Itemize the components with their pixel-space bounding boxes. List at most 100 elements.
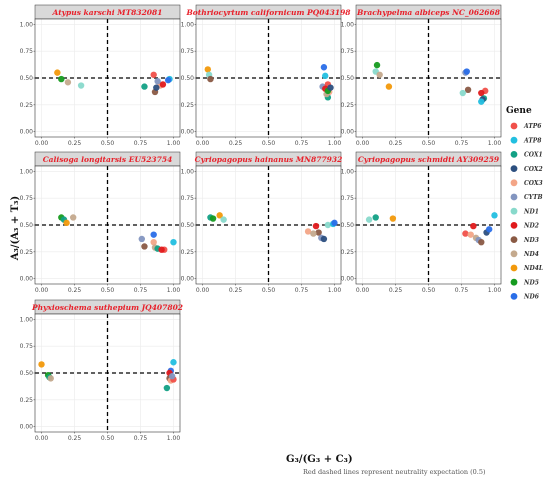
- data-point: [216, 212, 223, 219]
- data-point: [320, 64, 328, 71]
- x-tick-label: 1.00: [328, 140, 342, 147]
- x-tick-label: 0.00: [196, 140, 210, 147]
- y-tick-label: 0.00: [181, 129, 195, 136]
- y-tick-label: 0.00: [341, 276, 355, 283]
- y-tick-label: 1.00: [20, 316, 34, 323]
- data-point: [459, 89, 467, 97]
- data-point: [373, 61, 381, 69]
- x-tick-label: 0.50: [101, 435, 115, 442]
- legend-label: ND3: [523, 237, 539, 244]
- legend-label: COX1: [524, 152, 543, 159]
- x-tick-label: 0.75: [134, 140, 148, 147]
- legend-label: COX3: [524, 180, 543, 187]
- data-point: [168, 373, 176, 380]
- legend-key: [510, 207, 518, 215]
- legend-key: [510, 293, 518, 300]
- legend-label: CYTB: [524, 194, 543, 201]
- legend-label: ATP6: [523, 123, 542, 130]
- x-tick-label: 0.00: [356, 140, 370, 147]
- y-tick-label: 0.00: [341, 129, 355, 136]
- legend-label: COX2: [524, 166, 543, 173]
- x-tick-label: 0.25: [229, 287, 243, 294]
- data-point: [327, 84, 334, 91]
- panel: Atypus karschi MT832081 0.00 0.25 0.50 0.75 1…: [20, 4, 180, 147]
- panel-title: Bothriocyrtum californicum PQ043198: [185, 8, 351, 17]
- data-point: [150, 238, 157, 246]
- y-tick-label: 0.00: [20, 424, 34, 431]
- x-tick-label: 0.25: [68, 435, 82, 442]
- y-axis-title: A₃/(A₃ + T₃): [10, 196, 21, 262]
- legend-label: ATP8: [523, 137, 542, 144]
- x-tick-label: 0.50: [422, 140, 436, 147]
- panel-title: Calisoga longitarsis EU523754: [43, 155, 173, 164]
- panel: Phyxioschema suthepium JQ407802 0.00 0.25 0…: [20, 299, 183, 442]
- legend-label: ND2: [523, 223, 539, 230]
- legend-key: [510, 151, 518, 158]
- data-point: [77, 82, 85, 89]
- data-point: [170, 238, 177, 246]
- x-tick-label: 1.00: [167, 435, 181, 442]
- data-point: [138, 235, 146, 243]
- legend-key: [510, 222, 518, 229]
- y-tick-label: 0.00: [181, 276, 195, 283]
- data-point: [163, 384, 171, 392]
- y-tick-label: 0.50: [20, 75, 34, 82]
- x-tick-label: 0.00: [356, 287, 370, 294]
- y-tick-label: 1.00: [341, 21, 355, 28]
- y-tick-label: 1.00: [20, 21, 34, 28]
- data-point: [320, 235, 328, 243]
- x-tick-label: 1.00: [488, 140, 502, 147]
- data-point: [470, 222, 477, 230]
- data-point: [322, 72, 329, 80]
- x-tick-label: 1.00: [167, 287, 181, 294]
- data-point: [141, 243, 148, 250]
- y-tick-label: 0.25: [341, 249, 355, 256]
- x-tick-label: 0.50: [101, 287, 115, 294]
- y-tick-label: 0.75: [20, 343, 34, 350]
- panel-title: Cyriopagopus hainanus MN877932: [195, 155, 343, 164]
- x-tick-label: 0.00: [35, 287, 49, 294]
- y-tick-label: 0.75: [181, 195, 195, 202]
- data-point: [209, 215, 217, 222]
- x-tick-label: 0.75: [295, 140, 309, 147]
- data-point: [38, 361, 45, 368]
- panel: Bothriocyrtum californicum PQ0431980.000…: [181, 4, 351, 147]
- data-point: [478, 89, 485, 97]
- x-tick-label: 0.25: [68, 140, 82, 147]
- x-tick-label: 0.75: [134, 287, 148, 294]
- panel: Calisoga longitarsis EU523754 0.00 0.25 0.5…: [20, 151, 181, 294]
- y-tick-label: 0.75: [341, 195, 355, 202]
- legend-key: [510, 122, 518, 130]
- data-point: [154, 78, 161, 85]
- x-tick-label: 0.75: [295, 287, 309, 294]
- data-point: [63, 219, 70, 227]
- y-tick-label: 0.50: [20, 222, 34, 229]
- panel-title: Phyxioschema suthepium JQ407802: [31, 303, 183, 312]
- x-tick-label: 0.75: [455, 287, 469, 294]
- x-tick-label: 0.00: [35, 140, 49, 147]
- data-point: [153, 84, 160, 91]
- data-point: [463, 68, 470, 75]
- facet-panels: Atypus karschi MT832081 0.00 0.25 0.50 0.75 1…: [20, 4, 502, 442]
- data-point: [491, 212, 498, 219]
- legend-label: ND4L: [523, 265, 543, 272]
- data-point: [141, 83, 148, 90]
- data-point: [158, 246, 165, 253]
- data-point: [170, 359, 177, 366]
- legend-key: [510, 236, 518, 244]
- data-point: [372, 214, 379, 221]
- data-point: [58, 75, 65, 83]
- y-tick-label: 0.00: [20, 129, 34, 136]
- data-point: [69, 214, 77, 221]
- y-tick-label: 0.25: [181, 249, 195, 256]
- data-point: [150, 71, 157, 78]
- y-tick-label: 0.75: [181, 48, 195, 55]
- legend-key: [510, 165, 518, 173]
- legend-label: ND4: [523, 251, 539, 258]
- legend-key: [510, 136, 518, 144]
- y-tick-label: 1.00: [341, 168, 355, 175]
- legend-key: [510, 278, 518, 286]
- data-point: [464, 86, 472, 94]
- data-point: [365, 216, 373, 223]
